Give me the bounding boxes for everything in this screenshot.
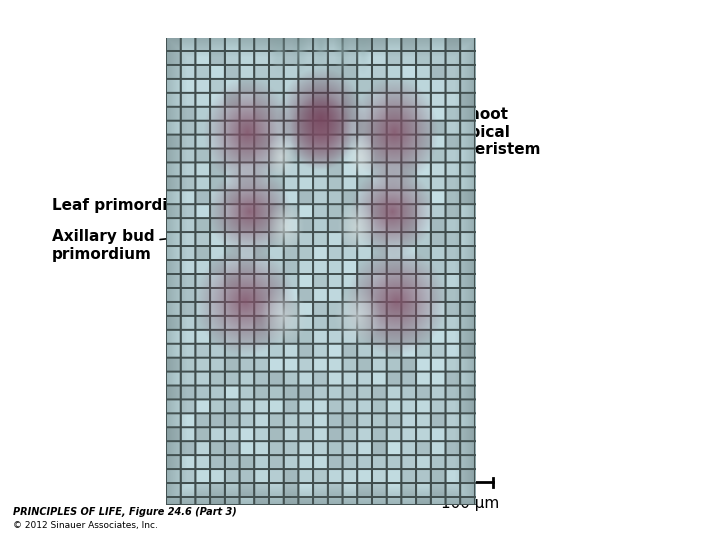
Text: © 2012 Sinauer Associates, Inc.: © 2012 Sinauer Associates, Inc. [13, 521, 158, 530]
Text: 100 μm: 100 μm [441, 496, 499, 511]
Text: Leaf primordia: Leaf primordia [52, 180, 240, 213]
Text: PRINCIPLES OF LIFE, Figure 24.6 (Part 3): PRINCIPLES OF LIFE, Figure 24.6 (Part 3) [13, 507, 237, 517]
Text: Axillary bud
primordium: Axillary bud primordium [52, 230, 233, 262]
Text: Figure 24.6  Apical and Lateral Meristems (Part 3): Figure 24.6 Apical and Lateral Meristems… [9, 10, 388, 25]
Text: Shoot
apical
meristem: Shoot apical meristem [372, 97, 541, 157]
